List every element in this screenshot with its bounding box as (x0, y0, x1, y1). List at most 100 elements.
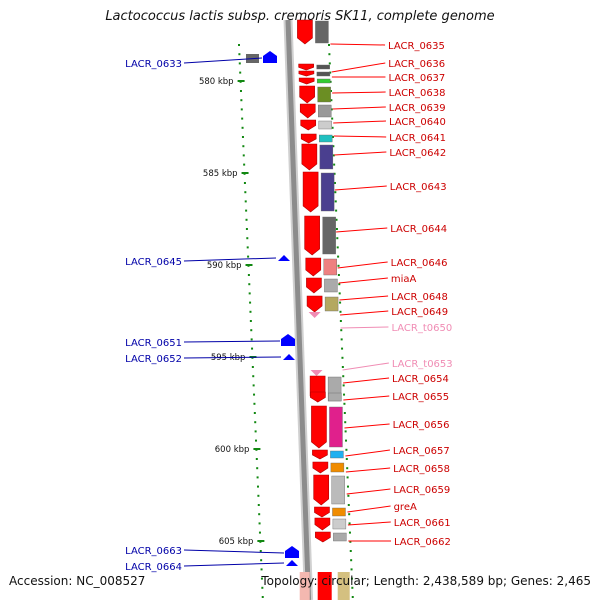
gene-label-left: LACR_0651 (125, 338, 182, 349)
cog-box (332, 507, 346, 517)
label-leader (345, 467, 391, 473)
gene-label-right: LACR_0644 (390, 224, 447, 235)
tick-dot (245, 209, 248, 212)
gene-label-right: LACR_0656 (393, 420, 450, 431)
tick-dot (332, 145, 335, 148)
tick-dot (343, 393, 346, 396)
forward-gene-arrow (315, 531, 331, 543)
tick-dot (335, 228, 338, 230)
forward-gene-arrow (306, 295, 323, 313)
tick-dot (258, 522, 261, 525)
tick-dot (336, 246, 339, 249)
gene-label-right: LACR_0648 (391, 292, 448, 303)
tick-dot (242, 154, 245, 157)
tick-dot (340, 338, 343, 341)
tick-dot (330, 99, 333, 102)
partial-gene (299, 572, 310, 600)
trna-marker (310, 370, 323, 376)
gene-label-right: LACR_0654 (392, 374, 449, 385)
tick-dot (333, 163, 336, 166)
tick-dot (348, 513, 351, 516)
tick-dot (346, 476, 349, 479)
kbp-tick-label: 590 kbp (207, 261, 242, 271)
forward-gene-arrow (313, 474, 329, 506)
tick-dot (238, 53, 241, 56)
tick-dot (246, 237, 249, 240)
tick-dot (333, 182, 336, 184)
tick-dot (241, 117, 244, 120)
tick-dot (334, 200, 337, 203)
label-leader (334, 151, 387, 156)
forward-gene-arrow (305, 257, 322, 277)
tick-dot (328, 44, 330, 46)
tick-dot (245, 218, 248, 221)
tick-dot (331, 126, 334, 129)
reverse-gene-arrow (278, 255, 290, 261)
gene-label-right: LACR_0657 (393, 446, 450, 457)
tick-dot (345, 448, 348, 451)
tick-dot (255, 439, 258, 442)
gene-label-right: LACR_t0653 (392, 359, 453, 370)
label-leader (183, 549, 285, 554)
accession-text: Accession: NC_008527 (9, 574, 146, 588)
label-leader (338, 277, 388, 284)
tick-dot (254, 430, 257, 433)
cog-box (315, 20, 329, 44)
tick-dot (256, 485, 259, 488)
tick-dot (344, 421, 347, 424)
gene-labels: LACR_0635 LACR_0636 LACR_0637 LACR_0638 LACR… (125, 41, 453, 573)
tick-dot (242, 145, 245, 148)
label-leader (334, 185, 387, 191)
tick-dot (332, 154, 335, 157)
label-leader (343, 395, 390, 401)
tick-dot (260, 577, 263, 580)
forward-gene-arrow (306, 277, 322, 294)
topology-summary: Topology: circular; Length: 2,438,589 bp… (261, 574, 591, 588)
tick-dot (244, 191, 247, 194)
tick-dot (333, 172, 336, 175)
cog-box (330, 462, 345, 473)
label-leader (337, 261, 388, 269)
tick-dot (331, 117, 334, 120)
gene-label-right: LACR_0639 (389, 103, 446, 114)
tick-dot (240, 108, 243, 111)
tick-dot (328, 53, 331, 56)
tick-dot (260, 559, 263, 562)
tick-dot (241, 136, 244, 138)
gene-label-right: LACR_0659 (393, 485, 450, 496)
tick-dot (245, 228, 248, 230)
tick-dot (257, 494, 260, 497)
kbp-tick-label: 600 kbp (215, 445, 250, 455)
tick-dot (349, 540, 352, 543)
tick-dot (260, 568, 263, 571)
tick-dot (248, 283, 251, 286)
gene-label-right: LACR_0658 (393, 464, 450, 475)
cog-box (329, 406, 343, 448)
label-leader (347, 505, 391, 513)
cog-box (323, 258, 337, 276)
forward-gene-arrow (302, 171, 319, 213)
label-leader (183, 340, 281, 343)
forward-gene-arrow (304, 215, 320, 256)
tick-dot (345, 439, 348, 442)
forward-gene-arrow (314, 506, 330, 518)
label-leader (333, 135, 387, 138)
gene-label-right: LACR_0646 (391, 258, 448, 269)
tick-dot (258, 513, 261, 516)
tick-dot (346, 485, 349, 488)
label-leader (183, 356, 282, 359)
tick-dot (249, 320, 252, 322)
label-leader (340, 310, 389, 316)
label-leader (332, 106, 386, 110)
forward-gene-arrow (298, 77, 315, 85)
tick-dot (247, 274, 250, 276)
cog-box (319, 134, 333, 143)
cog-box (324, 278, 338, 293)
tick-dot (258, 531, 261, 534)
gene-label-right: LACR_0661 (394, 518, 451, 529)
tick-dot (254, 421, 257, 424)
forward-gene-arrow (314, 517, 331, 531)
tick-dot (334, 191, 337, 194)
cog-box (318, 120, 332, 130)
tick-dot (246, 246, 249, 249)
